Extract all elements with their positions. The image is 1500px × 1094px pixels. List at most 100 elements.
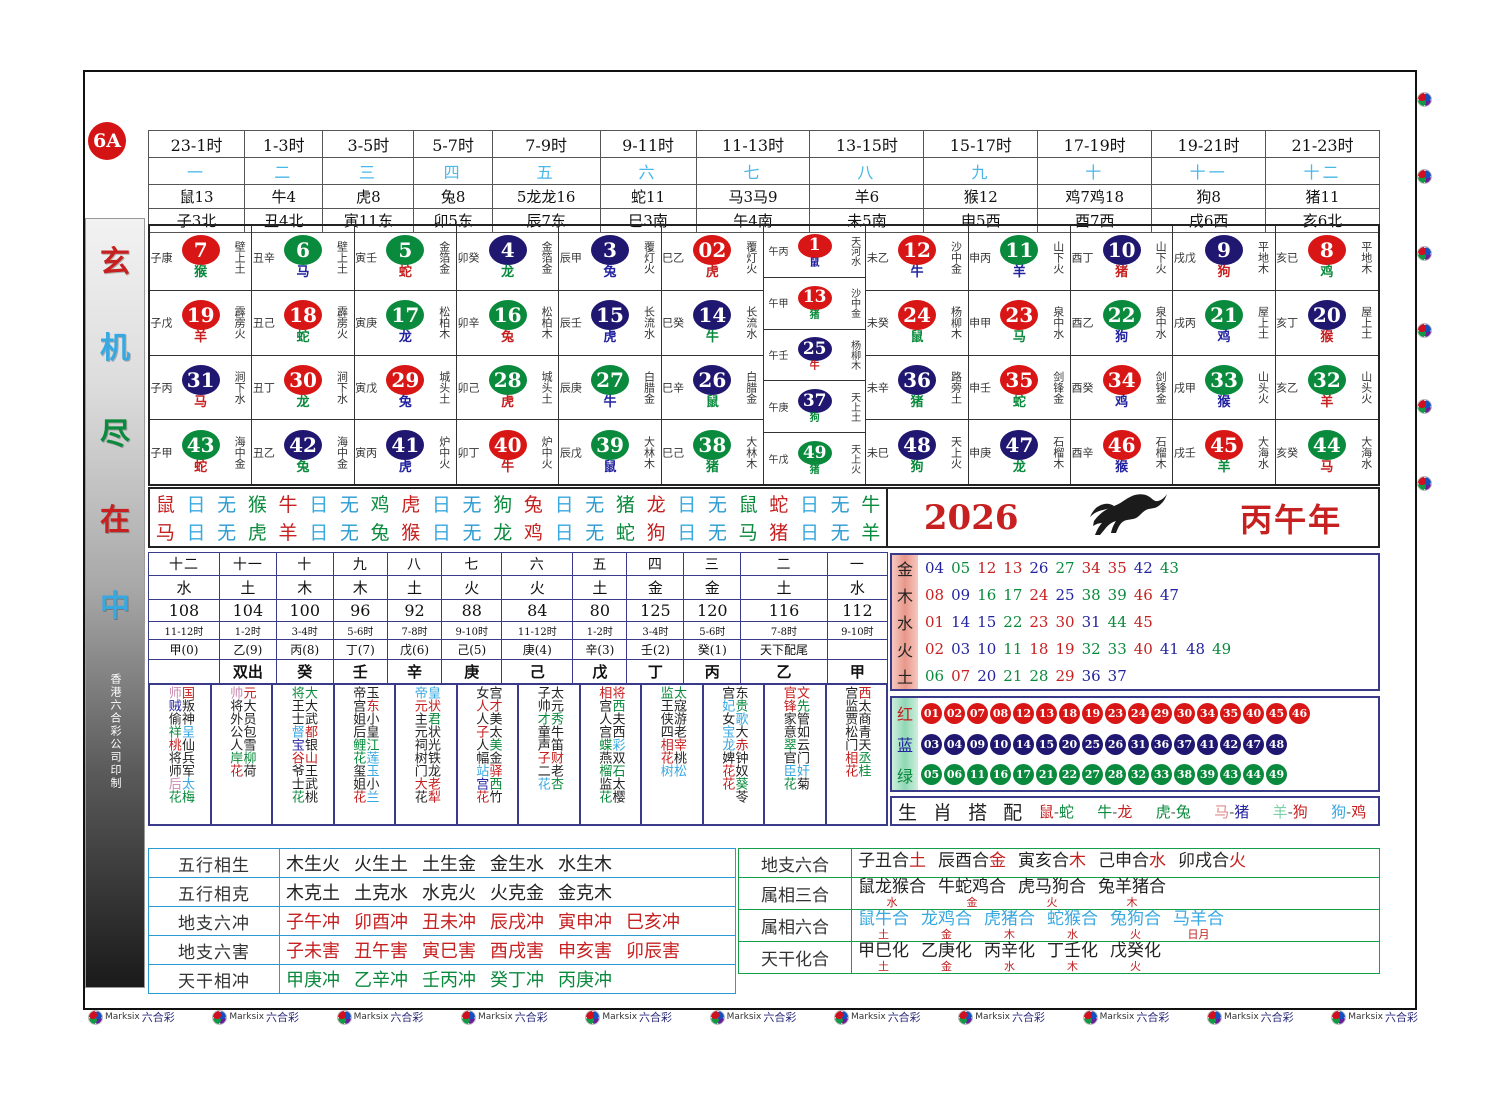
color-ball[interactable]: 09	[967, 733, 988, 755]
wuxing-number[interactable]: 08	[925, 586, 945, 605]
grid-cell[interactable]: 丙子 31 马涧下水	[149, 356, 252, 421]
grid-cell[interactable]: 戊寅 29 兔城头土	[354, 356, 456, 421]
grid-cell[interactable]: 甲辰 3 兔覆灯火	[558, 226, 661, 291]
number-ball[interactable]: 17	[386, 300, 425, 331]
number-ball[interactable]: 1	[797, 233, 832, 258]
number-ball[interactable]: 38	[693, 429, 732, 460]
number-ball[interactable]: 7	[181, 235, 220, 266]
grid-cell[interactable]: 丁酉 10 猪山下火	[1070, 226, 1173, 291]
grid-cell[interactable]: 戊戌 9 狗平地木	[1172, 226, 1275, 291]
number-ball[interactable]: 43	[181, 429, 220, 460]
color-ball[interactable]: 22	[1059, 764, 1080, 786]
wuxing-number[interactable]: 49	[1212, 639, 1232, 658]
wuxing-number[interactable]: 25	[1055, 586, 1075, 605]
wuxing-number[interactable]: 47	[1159, 586, 1179, 605]
color-ball[interactable]: 34	[1197, 702, 1218, 724]
grid-cell[interactable]: 庚辰 27 牛白腊金	[558, 356, 661, 421]
grid-cell[interactable]: 壬戌 45 羊大海水	[1172, 420, 1274, 484]
grid-cell[interactable]: 癸未 24 鼠杨柳木	[865, 291, 968, 356]
grid-cell[interactable]: 丁丑 30 龙涧下水	[251, 356, 354, 421]
number-ball[interactable]: 12	[897, 235, 936, 266]
grid-cell[interactable]: 庚午 37 狗天上土	[764, 381, 866, 434]
grid-cell[interactable]: 丁亥 20 猴屋上土	[1275, 291, 1378, 356]
grid-cell[interactable]: 乙丑 42 兔海中金	[251, 420, 353, 484]
color-ball[interactable]: 38	[1174, 764, 1195, 786]
color-ball[interactable]: 43	[1220, 764, 1241, 786]
number-ball[interactable]: 21	[1204, 300, 1243, 331]
wuxing-number[interactable]: 31	[1081, 612, 1101, 631]
color-ball[interactable]: 30	[1174, 702, 1195, 724]
color-ball[interactable]: 05	[921, 764, 942, 786]
wuxing-number[interactable]: 38	[1081, 586, 1101, 605]
grid-cell[interactable]: 丙戌 21 鸡屋上土	[1172, 291, 1275, 356]
color-ball[interactable]: 47	[1243, 733, 1264, 755]
color-ball[interactable]: 18	[1059, 702, 1080, 724]
color-ball[interactable]: 28	[1105, 764, 1126, 786]
color-ball[interactable]: 15	[1036, 733, 1057, 755]
grid-cell[interactable]: 辛未 36 猪路旁土	[865, 356, 968, 421]
wuxing-number[interactable]: 33	[1107, 639, 1127, 658]
wuxing-number[interactable]: 17	[1003, 586, 1023, 605]
number-ball[interactable]: 19	[181, 300, 220, 331]
wuxing-number[interactable]: 29	[1055, 666, 1075, 685]
wuxing-number[interactable]: 03	[951, 639, 971, 658]
grid-cell[interactable]: 庚申 47 龙石榴木	[968, 420, 1070, 484]
number-ball[interactable]: 22	[1102, 300, 1141, 331]
grid-cell[interactable]: 壬午 25 牛杨柳木	[764, 330, 866, 382]
grid-cell[interactable]: 己卯 28 虎城头土	[456, 356, 559, 421]
color-ball[interactable]: 02	[944, 702, 965, 724]
wuxing-number[interactable]: 20	[977, 666, 997, 685]
wuxing-number[interactable]: 45	[1133, 612, 1153, 631]
wuxing-number[interactable]: 24	[1029, 586, 1049, 605]
number-ball[interactable]: 18	[283, 300, 322, 331]
grid-cell[interactable]: 巳未 48 狗天上火	[865, 420, 967, 484]
number-ball[interactable]: 47	[1000, 429, 1039, 460]
color-ball[interactable]: 44	[1243, 764, 1264, 786]
number-ball[interactable]: 8	[1307, 235, 1346, 266]
wuxing-number[interactable]: 37	[1107, 666, 1127, 685]
color-ball[interactable]: 01	[921, 702, 942, 724]
grid-cell[interactable]: 辛酉 46 猴石榴木	[1070, 420, 1172, 484]
wuxing-number[interactable]: 40	[1133, 639, 1153, 658]
wuxing-number[interactable]: 05	[951, 559, 971, 578]
number-ball[interactable]: 34	[1102, 364, 1141, 395]
color-ball[interactable]: 26	[1105, 733, 1126, 755]
number-ball[interactable]: 6	[283, 235, 322, 266]
number-ball[interactable]: 39	[590, 429, 629, 460]
color-ball[interactable]: 20	[1059, 733, 1080, 755]
wuxing-number[interactable]: 41	[1159, 639, 1179, 658]
grid-cell[interactable]: 戊辰 39 鼠大林木	[558, 420, 660, 484]
number-ball[interactable]: 20	[1307, 300, 1346, 331]
number-ball[interactable]: 30	[283, 364, 322, 395]
wuxing-number[interactable]: 09	[951, 586, 971, 605]
color-ball[interactable]: 32	[1128, 764, 1149, 786]
wuxing-number[interactable]: 42	[1133, 559, 1153, 578]
number-ball[interactable]: 31	[181, 364, 220, 395]
number-ball[interactable]: 15	[590, 300, 629, 331]
color-ball[interactable]: 21	[1036, 764, 1057, 786]
wuxing-number[interactable]: 02	[925, 639, 945, 658]
wuxing-number[interactable]: 10	[977, 639, 997, 658]
wuxing-number[interactable]: 04	[925, 559, 945, 578]
color-ball[interactable]: 23	[1105, 702, 1126, 724]
wuxing-number[interactable]: 36	[1081, 666, 1101, 685]
color-ball[interactable]: 04	[944, 733, 965, 755]
number-ball[interactable]: 44	[1307, 429, 1346, 460]
number-ball[interactable]: 33	[1204, 364, 1243, 395]
wuxing-number[interactable]: 44	[1107, 612, 1127, 631]
color-ball[interactable]: 42	[1220, 733, 1241, 755]
wuxing-number[interactable]: 18	[1029, 639, 1049, 658]
wuxing-number[interactable]: 07	[951, 666, 971, 685]
wuxing-number[interactable]: 43	[1159, 559, 1179, 578]
grid-cell[interactable]: 乙未 12 牛沙中金	[865, 226, 968, 291]
number-ball[interactable]: 49	[797, 441, 832, 466]
number-ball[interactable]: 36	[897, 364, 936, 395]
grid-cell[interactable]: 癸巳 14 牛长流水	[661, 291, 763, 356]
wuxing-number[interactable]: 01	[925, 612, 945, 631]
number-ball[interactable]: 24	[897, 300, 936, 331]
wuxing-number[interactable]: 14	[951, 612, 971, 631]
color-ball[interactable]: 07	[967, 702, 988, 724]
grid-cell[interactable]: 丙寅 41 虎炉中火	[354, 420, 456, 484]
color-ball[interactable]: 11	[967, 764, 988, 786]
wuxing-number[interactable]: 32	[1081, 639, 1101, 658]
